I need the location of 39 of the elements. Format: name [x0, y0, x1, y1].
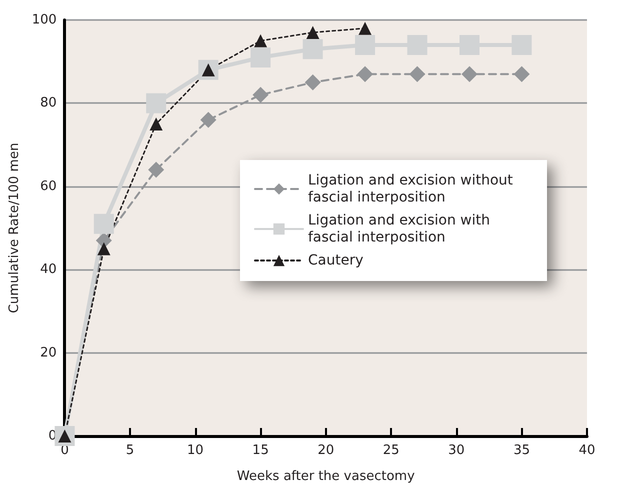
point	[304, 74, 321, 90]
x-tick-label: 10	[187, 443, 204, 458]
x-tick-label: 15	[252, 443, 269, 458]
point	[357, 66, 374, 82]
x-tick-label: 40	[578, 443, 596, 458]
point	[146, 93, 166, 114]
point	[148, 162, 164, 178]
point	[306, 26, 320, 39]
legend-label: Ligation and excision without fascial interposition	[308, 172, 518, 206]
y-tick-label: 20	[40, 345, 57, 360]
y-tick-label: 80	[40, 96, 57, 111]
point	[514, 66, 530, 82]
point	[512, 34, 532, 55]
point	[302, 39, 323, 60]
x-tick-label: 30	[448, 443, 465, 458]
point	[407, 34, 428, 55]
point	[252, 86, 269, 103]
y-tick-label: 60	[40, 178, 57, 194]
legend-label: Ligation and excision with fascial interposition	[308, 212, 494, 246]
x-axis-title: Weeks after the vasectomy	[236, 469, 416, 484]
point	[200, 112, 216, 128]
point	[150, 118, 163, 130]
point	[459, 34, 480, 55]
point	[97, 242, 110, 256]
point	[94, 214, 114, 234]
x-tick-label: 5	[126, 443, 134, 458]
y-tick-label: 40	[40, 262, 57, 278]
legend-label: Cautery	[308, 252, 364, 268]
point	[355, 34, 376, 55]
point	[461, 66, 478, 82]
point	[409, 66, 426, 82]
point	[250, 47, 271, 68]
x-tick-label: 35	[513, 443, 530, 458]
y-axis-title: Cumulative Rate/100 men	[7, 142, 22, 314]
x-tick-label: 25	[382, 443, 400, 458]
x-tick-label: 20	[318, 443, 334, 458]
point	[254, 34, 268, 48]
y-tick-label: 100	[32, 12, 57, 28]
point	[358, 22, 372, 35]
